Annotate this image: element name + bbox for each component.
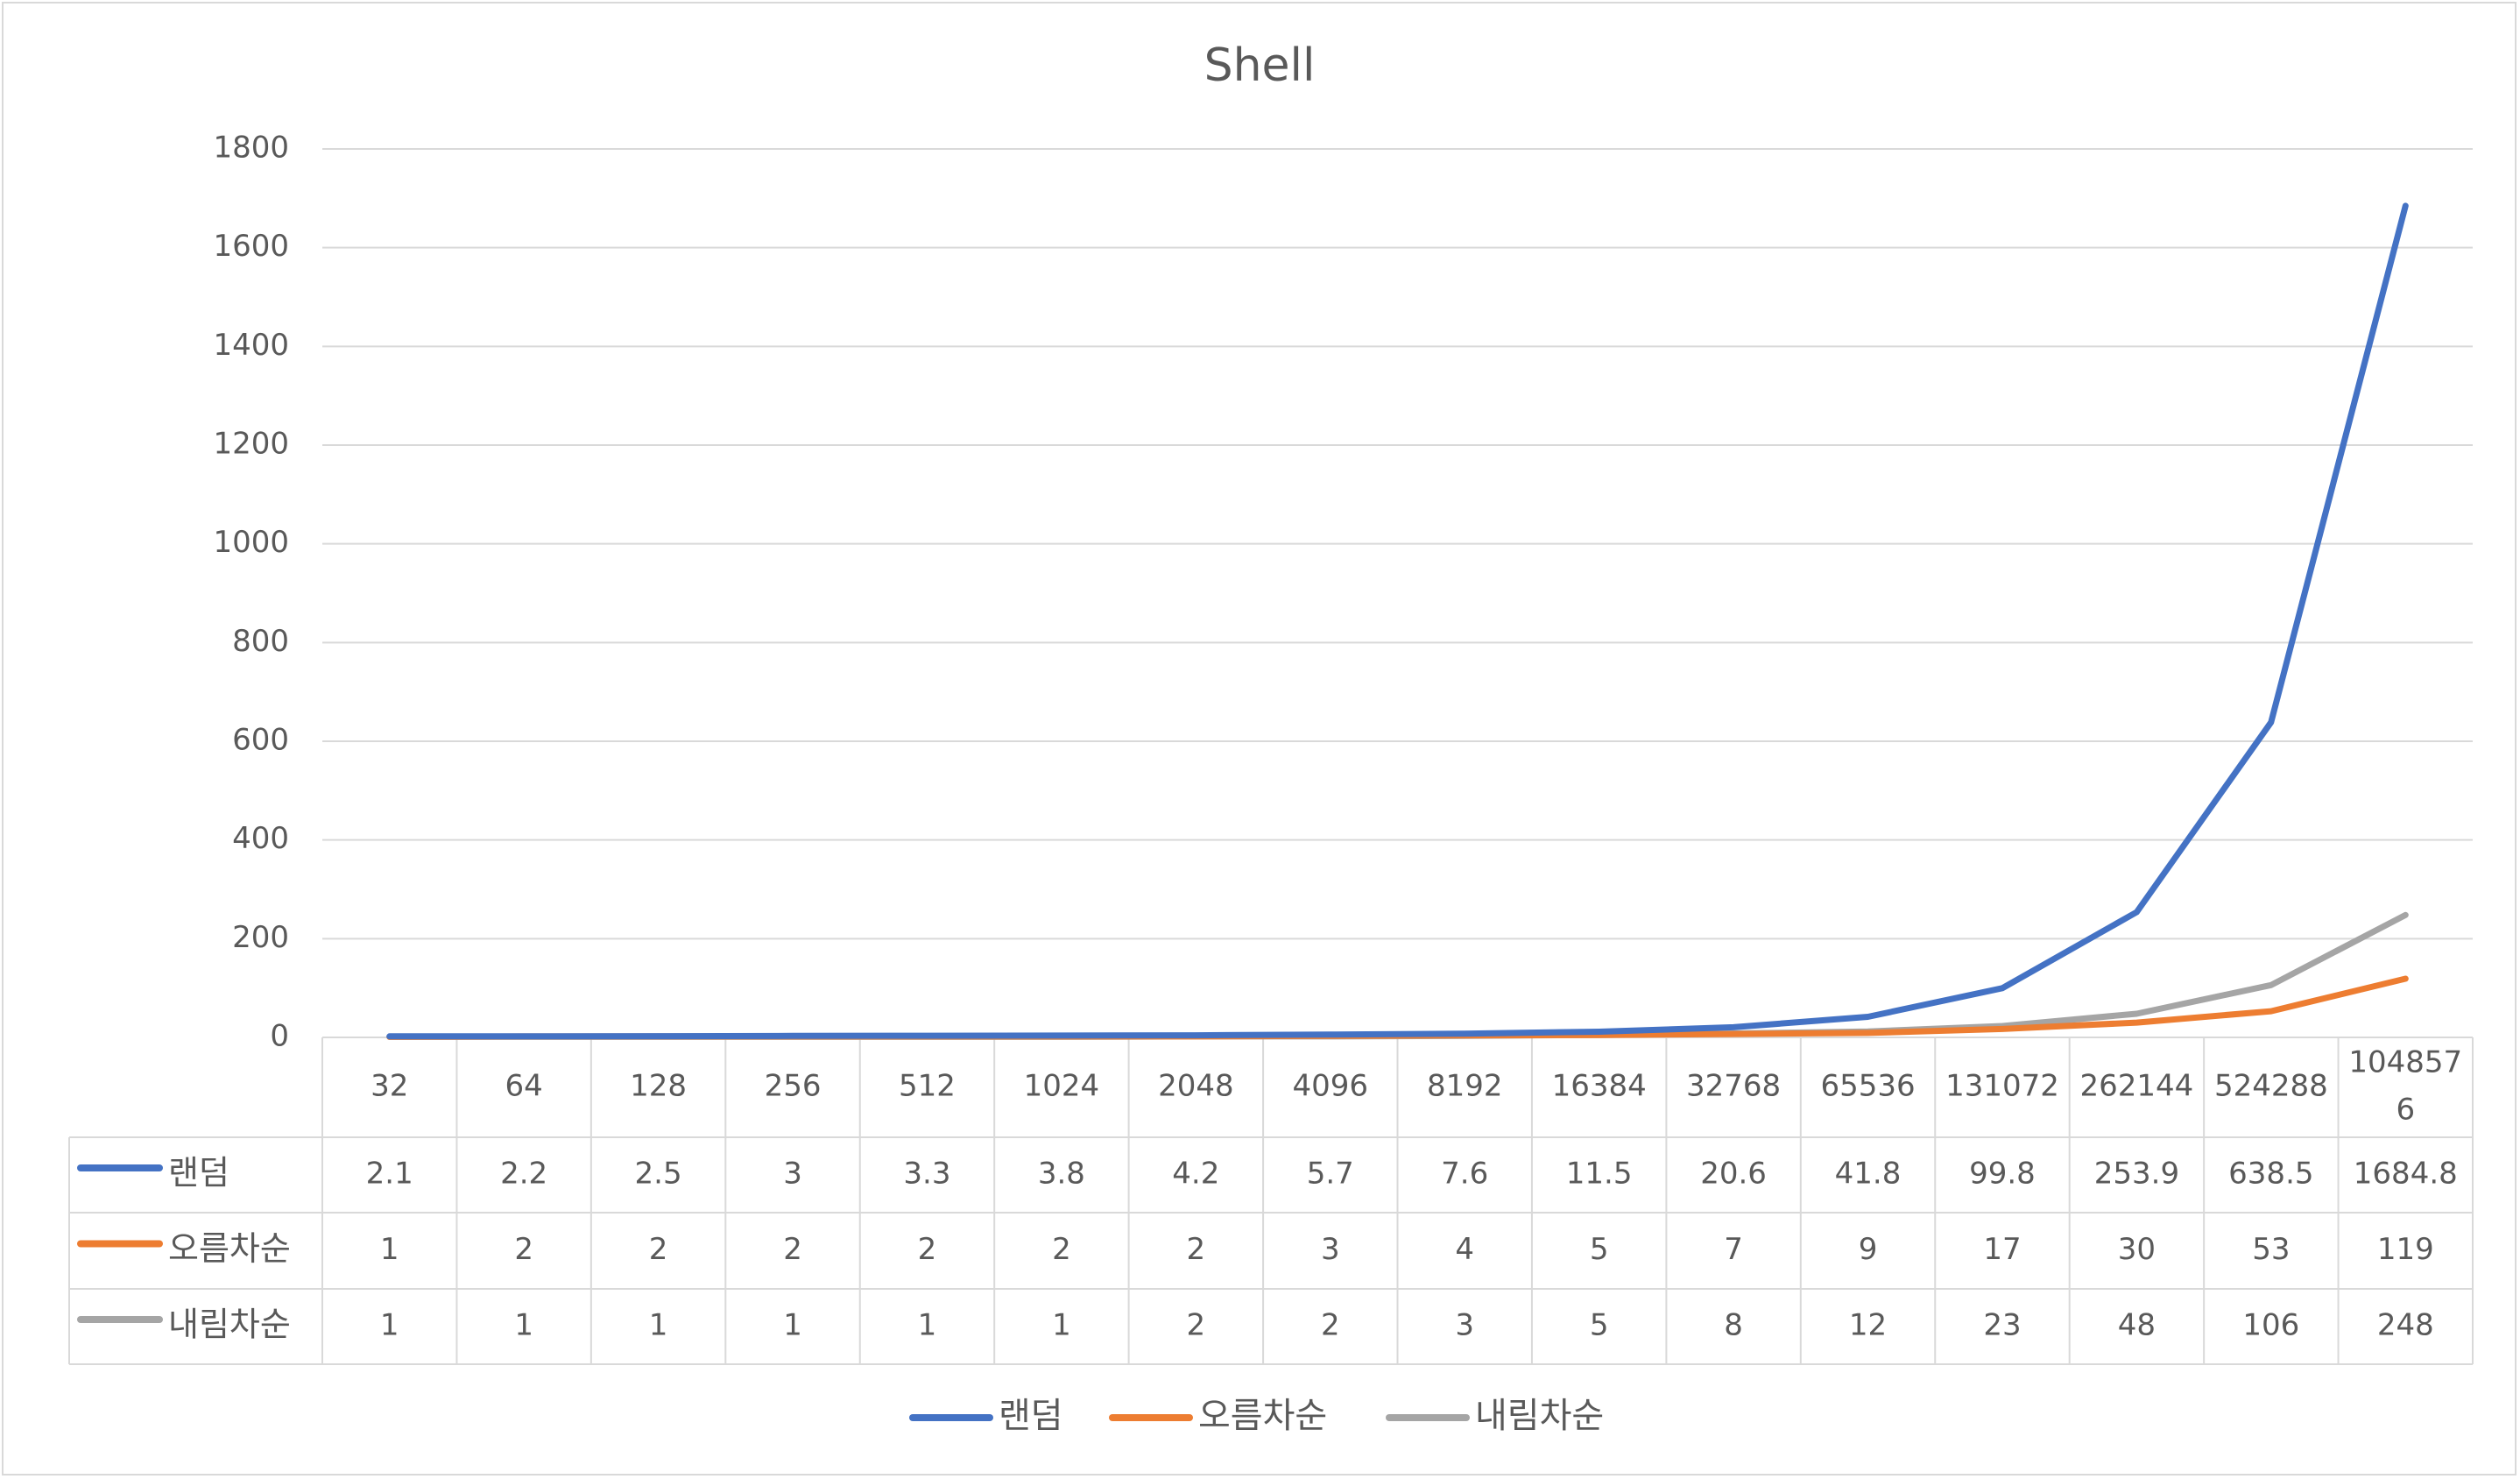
table-value: 1 <box>514 1308 533 1343</box>
table-value: 5.7 <box>1307 1157 1354 1192</box>
table-value: 1 <box>649 1308 668 1343</box>
y-tick-label: 800 <box>232 624 289 659</box>
table-value: 30 <box>2118 1232 2156 1267</box>
category-label: 1024 <box>1024 1069 1100 1104</box>
table-value: 41.8 <box>1835 1157 1902 1192</box>
table-value: 53 <box>2252 1232 2290 1267</box>
table-value: 1684.8 <box>2354 1157 2458 1192</box>
legend-label: 랜덤 <box>999 1396 1063 1436</box>
table-value: 48 <box>2118 1308 2156 1343</box>
category-label: 65536 <box>1820 1069 1915 1104</box>
table-value: 4.2 <box>1172 1157 1219 1192</box>
table-value: 12 <box>1849 1308 1887 1343</box>
table-series-name: 오름차순 <box>168 1229 291 1268</box>
category-label: 8192 <box>1427 1069 1503 1104</box>
table-value: 638.5 <box>2228 1157 2313 1192</box>
table-value: 17 <box>1983 1232 2021 1267</box>
table-value: 253.9 <box>2094 1157 2179 1192</box>
table-value: 8 <box>1724 1308 1743 1343</box>
table-value: 7.6 <box>1441 1157 1488 1192</box>
category-label: 32 <box>371 1069 408 1104</box>
table-value: 2 <box>649 1232 668 1267</box>
table-value: 1 <box>783 1308 802 1343</box>
table-value: 2 <box>783 1232 802 1267</box>
category-label: 256 <box>765 1069 822 1104</box>
series-line-1 <box>386 202 2409 1040</box>
table-value: 4 <box>1455 1232 1474 1267</box>
category-label: 524288 <box>2214 1069 2328 1104</box>
table-value: 9 <box>1859 1232 1878 1267</box>
table-value: 2.2 <box>500 1157 547 1192</box>
y-tick-label: 600 <box>232 723 289 758</box>
series-line-2 <box>386 975 2409 1040</box>
table-value: 2 <box>1187 1232 1206 1267</box>
y-tick-label: 1400 <box>213 328 289 363</box>
table-value: 248 <box>2377 1308 2434 1343</box>
y-tick-label: 1000 <box>213 525 289 560</box>
table-value: 2 <box>1052 1232 1071 1267</box>
category-label: 131072 <box>1945 1069 2059 1104</box>
category-label: 4096 <box>1293 1069 1369 1104</box>
category-label: 64 <box>505 1069 543 1104</box>
y-tick-label: 1800 <box>213 131 289 166</box>
table-value: 1 <box>380 1308 399 1343</box>
table-value: 2.1 <box>366 1157 413 1192</box>
table-value: 1 <box>380 1232 399 1267</box>
legend-label: 내림차순 <box>1475 1396 1604 1436</box>
table-value: 2 <box>918 1232 937 1267</box>
table-value: 11.5 <box>1566 1157 1633 1192</box>
legend-label: 오름차순 <box>1198 1396 1327 1436</box>
y-tick-label: 200 <box>232 920 289 955</box>
category-label: 104857 <box>2348 1045 2462 1080</box>
category-label: 262144 <box>2080 1069 2194 1104</box>
category-label: 512 <box>899 1069 956 1104</box>
table-value: 2 <box>1321 1308 1340 1343</box>
category-label: 16384 <box>1552 1069 1647 1104</box>
category-label: 2048 <box>1158 1069 1234 1104</box>
table-value: 7 <box>1724 1232 1743 1267</box>
table-value: 23 <box>1983 1308 2021 1343</box>
table-value: 1 <box>918 1308 937 1343</box>
table-value: 106 <box>2242 1308 2299 1343</box>
table-value: 2 <box>514 1232 533 1267</box>
category-label: 32768 <box>1686 1069 1781 1104</box>
table-value: 99.8 <box>1969 1157 2036 1192</box>
y-tick-label: 0 <box>270 1019 289 1054</box>
table-value: 3.3 <box>903 1157 950 1192</box>
table-series-name: 랜덤 <box>168 1154 229 1192</box>
category-label: 6 <box>2396 1093 2415 1128</box>
table-value: 2.5 <box>635 1157 682 1192</box>
category-label: 128 <box>630 1069 687 1104</box>
table-value: 3 <box>783 1157 802 1192</box>
table-value: 1 <box>1052 1308 1071 1343</box>
table-value: 3.8 <box>1038 1157 1085 1192</box>
y-tick-label: 1600 <box>213 229 289 264</box>
table-series-name: 내림차순 <box>168 1306 291 1344</box>
table-value: 3 <box>1455 1308 1474 1343</box>
table-value: 119 <box>2377 1232 2434 1267</box>
table-value: 5 <box>1590 1308 1609 1343</box>
y-tick-label: 400 <box>232 821 289 856</box>
y-tick-label: 1200 <box>213 427 289 462</box>
table-value: 3 <box>1321 1232 1340 1267</box>
table-value: 20.6 <box>1700 1157 1767 1192</box>
table-value: 5 <box>1590 1232 1609 1267</box>
chart-title: Shell <box>1204 39 1316 92</box>
table-value: 2 <box>1187 1308 1206 1343</box>
